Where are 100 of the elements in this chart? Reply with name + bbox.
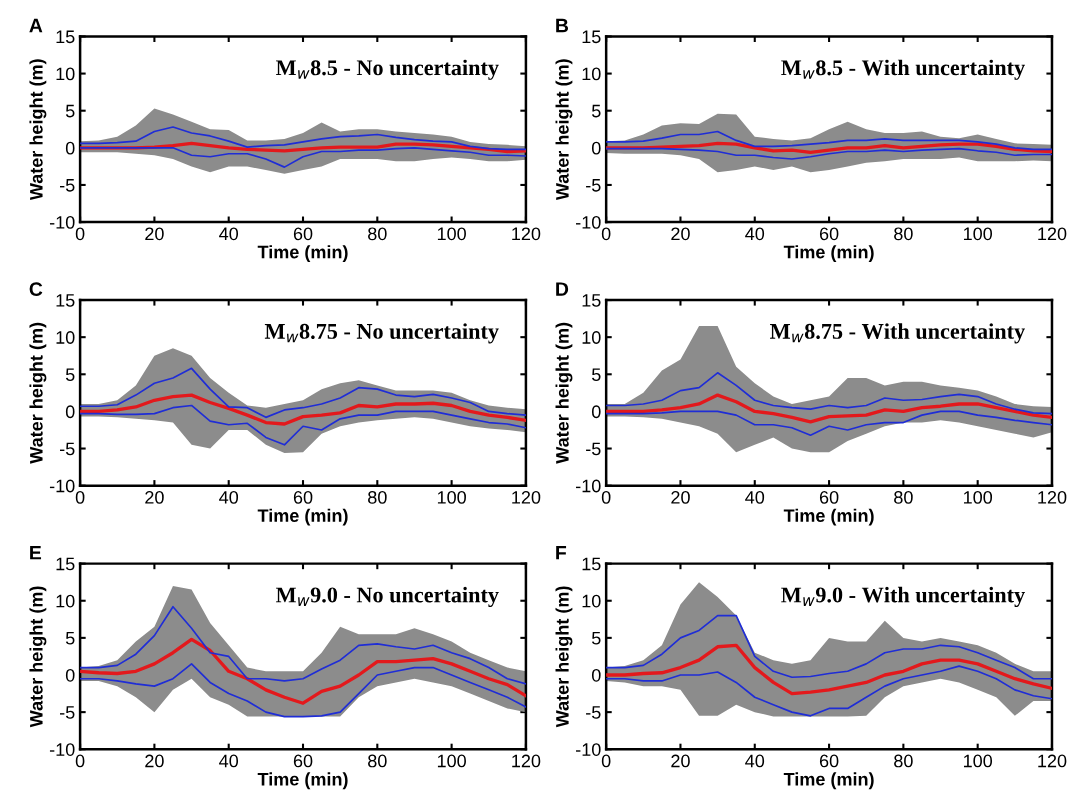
line-series: [606, 141, 1052, 154]
line-series: [606, 147, 1052, 160]
text: A: [29, 18, 43, 33]
line-series: [606, 643, 1052, 696]
text: D: [556, 282, 569, 296]
line-series: [606, 614, 1052, 680]
x-tick-label: 120: [512, 491, 541, 504]
x-tick-label: 40: [219, 754, 239, 768]
y-tick-label: 15: [56, 294, 75, 307]
y-tick-label: -10: [576, 743, 601, 756]
x-tick-label: 120: [512, 754, 541, 768]
text: M$_{w}$8.75 - No uncertainty: [264, 323, 499, 344]
y-axis-title: Water height (m): [555, 59, 573, 201]
line-series: [80, 404, 526, 446]
y-tick-label: -10: [49, 743, 75, 756]
x-tick-label: 80: [894, 227, 913, 241]
x-tick-label: 40: [745, 754, 765, 768]
text: B: [556, 18, 569, 33]
y-tick-label: 15: [582, 557, 601, 571]
y-tick-label: 5: [65, 104, 75, 118]
x-tick-label: 40: [219, 227, 239, 241]
y-tick-label: -5: [59, 179, 75, 192]
x-tick-label: 20: [145, 754, 164, 768]
x-tick-label: 20: [145, 227, 164, 241]
x-tick-label: 100: [963, 491, 993, 504]
y-tick-label: -10: [576, 479, 601, 493]
line-series: [606, 130, 1052, 151]
text: M$_{w}$8.5 - No uncertainty: [275, 59, 499, 80]
x-axis-title: Time (min): [783, 508, 874, 526]
x-tick-label: 60: [819, 491, 839, 504]
text: M$_{w}$9.0 - No uncertainty: [275, 586, 499, 608]
y-axis-title: Water height (m): [29, 322, 47, 464]
y-tick-label: 10: [582, 67, 601, 81]
line-series: [80, 126, 526, 151]
y-tick-label: 5: [65, 368, 75, 382]
text: M$_{w}$8.5 - With uncertainty: [781, 59, 1025, 80]
line-series: [606, 665, 1052, 717]
y-tick-label: -5: [586, 179, 601, 192]
x-axis-title: Time (min): [783, 245, 874, 262]
y-tick-label: 15: [56, 30, 75, 44]
x-tick-label: 0: [601, 227, 611, 241]
x-tick-label: 0: [75, 227, 85, 241]
y-tick-label: 10: [56, 331, 75, 344]
x-tick-label: 120: [1038, 491, 1067, 504]
line-series: [606, 393, 1052, 424]
x-tick-label: 120: [512, 227, 541, 241]
x-tick-label: 60: [819, 754, 839, 768]
x-tick-label: 100: [437, 491, 466, 504]
x-tick-label: 40: [219, 491, 239, 504]
y-tick-label: 0: [65, 405, 75, 419]
x-axis-title: Time (min): [783, 772, 874, 790]
x-tick-label: 40: [745, 227, 765, 241]
text: M$_{w}$8.75 - With uncertainty: [770, 323, 1025, 344]
x-tick-label: 60: [293, 227, 313, 241]
x-tick-label: 80: [894, 754, 913, 768]
line-series: [80, 367, 526, 419]
x-tick-label: 0: [75, 754, 85, 768]
y-tick-label: -10: [576, 216, 601, 229]
x-tick-label: 20: [671, 754, 690, 768]
y-tick-label: 15: [582, 30, 601, 44]
y-tick-label: 10: [56, 594, 75, 608]
x-tick-label: 100: [963, 754, 993, 768]
x-axis-title: Time (min): [257, 772, 348, 790]
line-series: [80, 146, 526, 168]
y-tick-label: 10: [582, 331, 601, 344]
y-axis-title: Water height (m): [555, 322, 573, 464]
x-tick-label: 20: [671, 491, 690, 504]
y-axis-title: Water height (m): [29, 59, 47, 201]
line-series: [80, 393, 526, 426]
x-tick-label: 0: [75, 491, 85, 504]
x-tick-label: 60: [293, 491, 313, 504]
x-tick-label: 60: [293, 754, 313, 768]
x-tick-label: 100: [437, 754, 466, 768]
text: M$_{w}$9.0 - With uncertainty: [781, 586, 1025, 608]
x-tick-label: 80: [368, 491, 387, 504]
y-tick-label: 10: [582, 594, 601, 608]
x-axis-title: Time (min): [257, 245, 348, 262]
y-tick-label: 5: [591, 368, 601, 382]
y-tick-label: 15: [56, 557, 75, 571]
y-tick-label: -5: [586, 706, 601, 719]
x-tick-label: 20: [671, 227, 690, 241]
y-axis-title: Water height (m): [29, 586, 47, 728]
y-tick-label: -10: [49, 216, 75, 229]
y-tick-label: 0: [65, 668, 75, 682]
x-tick-label: 60: [819, 227, 839, 241]
line-series: [80, 663, 526, 718]
y-tick-label: 0: [591, 141, 601, 155]
y-tick-label: -5: [59, 706, 75, 719]
y-tick-label: 0: [65, 141, 75, 155]
text: F: [556, 545, 567, 560]
y-tick-label: 5: [65, 632, 75, 645]
line-series: [606, 410, 1052, 437]
x-tick-label: 80: [368, 754, 387, 768]
y-tick-label: -5: [586, 442, 601, 456]
x-tick-label: 100: [437, 227, 466, 241]
y-axis-title: Water height (m): [555, 586, 573, 728]
x-tick-label: 120: [1038, 227, 1067, 241]
x-axis-title: Time (min): [257, 508, 348, 526]
y-tick-label: 0: [591, 668, 601, 682]
y-tick-label: 10: [56, 67, 75, 81]
